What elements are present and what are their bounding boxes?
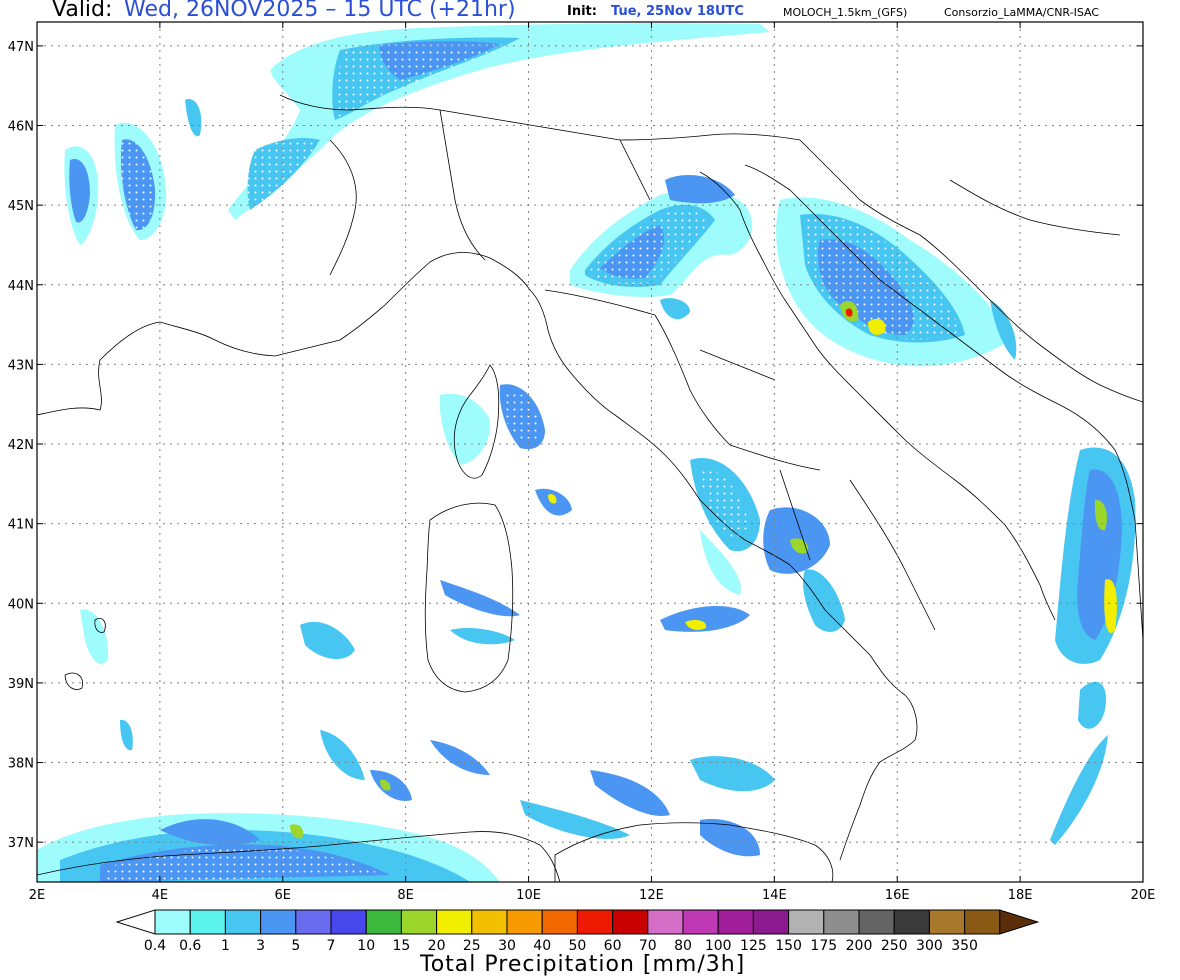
colorbar-swatch	[224, 909, 262, 935]
colorbar-label: 20	[428, 938, 446, 954]
colorbar-label: 60	[604, 938, 622, 954]
colorbar: 0.4 0.6 1 3 5 7 10 15 20 25 30 40 50 60 70 80 100 125 150 1…	[115, 909, 1040, 954]
lat-tick-label: 45N	[8, 199, 34, 214]
colorbar-label: 175	[810, 938, 837, 954]
lat-tick-label: 43N	[8, 358, 34, 373]
axis-ticks: 2E 4E 6E 8E 10E 12E 14E 16E 18E 20E 37N 38N 39N 40N 41…	[8, 22, 1156, 903]
colorbar-title: Total Precipitation [mm/3h]	[420, 952, 746, 977]
organization: Consorzio_LaMMA/CNR-ISAC	[944, 6, 1100, 19]
colorbar-swatch	[154, 909, 191, 935]
colorbar-label: 70	[639, 938, 657, 954]
plot-area	[37, 22, 1143, 882]
colorbar-swatch	[295, 909, 332, 935]
colorbar-swatch	[260, 909, 297, 935]
colorbar-label: 0.6	[179, 938, 201, 954]
coastlines	[37, 94, 1143, 882]
colorbar-swatch	[928, 909, 966, 935]
lat-tick-label: 40N	[8, 597, 34, 612]
colorbar-swatch	[471, 909, 508, 935]
lat-tick-label: 46N	[8, 120, 34, 135]
lon-tick-label: 14E	[762, 888, 787, 903]
colorbar-swatch	[400, 909, 438, 935]
colorbar-label: 7	[327, 938, 336, 954]
colorbar-label: 250	[881, 938, 908, 954]
colorbar-swatch	[541, 909, 578, 935]
model-name: MOLOCH_1.5km_(GFS)	[783, 6, 908, 19]
lon-tick-label: 6E	[275, 888, 292, 903]
colorbar-swatch	[365, 909, 402, 935]
lat-tick-label: 42N	[8, 438, 34, 453]
lon-tick-label: 10E	[516, 888, 541, 903]
colorbar-swatch	[330, 909, 367, 935]
colorbar-label: 3	[256, 938, 265, 954]
colorbar-swatch	[964, 909, 1001, 935]
lat-tick-label: 41N	[8, 518, 34, 533]
precip-liguria	[570, 175, 753, 320]
init-time: Tue, 25Nov 18UTC	[611, 4, 744, 19]
valid-time: Wed, 26NOV2025 – 15 UTC (+21hr)	[124, 0, 516, 22]
init-label: Init:	[567, 4, 597, 19]
colorbar-label: 150	[775, 938, 802, 954]
colorbar-label: 30	[498, 938, 516, 954]
colorbar-label: 1	[221, 938, 230, 954]
colorbar-label: 50	[568, 938, 586, 954]
colorbar-label: 350	[951, 938, 978, 954]
colorbar-label: 80	[674, 938, 692, 954]
colorbar-label: 125	[740, 938, 767, 954]
precipitation-layer	[37, 23, 1136, 882]
colorbar-under-arrow	[115, 909, 156, 935]
colorbar-swatch	[717, 909, 754, 935]
precip-west-streaks	[64, 99, 202, 245]
colorbar-label: 200	[846, 938, 873, 954]
colorbar-label: 10	[357, 938, 375, 954]
lat-tick-label: 39N	[8, 677, 34, 692]
precip-east-balkan	[1050, 447, 1136, 845]
precip-north-africa	[37, 813, 500, 882]
precip-alps-northwest	[228, 23, 770, 220]
colorbar-label: 100	[705, 938, 732, 954]
lon-tick-label: 20E	[1131, 888, 1156, 903]
colorbar-label: 40	[533, 938, 551, 954]
lat-tick-label: 38N	[8, 757, 34, 772]
colorbar-swatch	[506, 909, 543, 935]
lon-tick-label: 8E	[397, 888, 414, 903]
colorbar-label: 0.4	[144, 938, 166, 954]
precip-adriatic-croatia	[776, 197, 1017, 367]
colorbar-swatch	[647, 909, 684, 935]
grid-lines	[37, 22, 1143, 882]
colorbar-swatch	[189, 909, 226, 935]
colorbar-label: 25	[463, 938, 481, 954]
colorbar-label: 5	[291, 938, 300, 954]
lon-tick-label: 16E	[885, 888, 910, 903]
colorbar-label: 300	[916, 938, 943, 954]
valid-label: Valid:	[52, 0, 113, 22]
colorbar-swatch	[752, 909, 790, 935]
precip-west-med	[80, 580, 775, 857]
colorbar-swatch	[823, 909, 860, 935]
lon-tick-label: 12E	[639, 888, 664, 903]
colorbar-swatch	[788, 909, 825, 935]
lat-tick-label: 44N	[8, 279, 34, 294]
lon-tick-label: 2E	[29, 888, 46, 903]
colorbar-label: 15	[392, 938, 410, 954]
lon-tick-label: 18E	[1008, 888, 1033, 903]
plot-frame	[36, 21, 1144, 883]
lat-tick-label: 37N	[8, 836, 34, 851]
colorbar-swatch	[893, 909, 930, 935]
lon-tick-label: 4E	[152, 888, 169, 903]
colorbar-swatch	[682, 909, 719, 935]
precip-corsica	[439, 384, 572, 516]
colorbar-swatch	[612, 909, 649, 935]
colorbar-swatch	[576, 909, 614, 935]
colorbar-swatch	[858, 909, 895, 935]
colorbar-swatch	[436, 909, 473, 935]
lat-tick-label: 47N	[8, 40, 34, 55]
colorbar-over-arrow	[999, 909, 1040, 935]
